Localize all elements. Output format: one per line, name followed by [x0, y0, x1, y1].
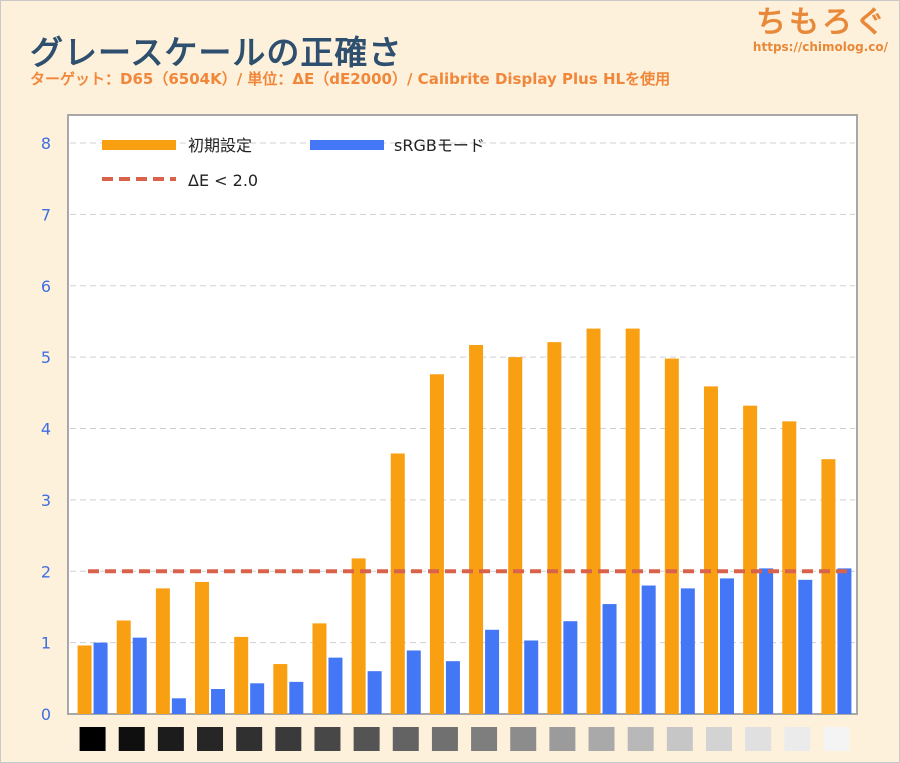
bar-default — [116, 620, 131, 714]
bar-srgb — [563, 621, 578, 714]
grayscale-swatch — [823, 727, 850, 751]
legend-srgb-swatch — [310, 140, 384, 150]
bar-srgb — [406, 650, 421, 714]
grayscale-swatch — [236, 727, 263, 751]
grayscale-swatch — [275, 727, 302, 751]
grayscale-swatch — [431, 727, 458, 751]
bar-default — [821, 459, 836, 714]
bar-srgb — [445, 661, 460, 714]
grayscale-swatch — [157, 727, 184, 751]
bar-srgb — [328, 657, 343, 714]
bar-default — [703, 386, 718, 714]
grayscale-swatch — [705, 727, 732, 751]
y-tick-label: 8 — [41, 134, 51, 153]
bar-srgb — [211, 689, 226, 714]
grayscale-swatch — [118, 727, 145, 751]
y-tick-label: 5 — [41, 348, 51, 367]
bar-default — [390, 453, 405, 714]
grayscale-swatch — [471, 727, 498, 751]
bar-default — [351, 558, 366, 714]
grayscale-swatch — [79, 727, 106, 751]
bar-default — [429, 374, 444, 714]
bar-default — [743, 405, 758, 714]
brand-url: https://chimolog.co/ — [752, 40, 888, 54]
chart-title: グレースケールの正確さ — [30, 33, 403, 72]
bar-default — [234, 636, 249, 714]
brand-logo: ちもろぐ https://chimolog.co/ — [753, 4, 888, 54]
bar-default — [664, 358, 679, 714]
bar-srgb — [485, 629, 500, 714]
y-tick-label: 6 — [41, 277, 51, 296]
bar-default — [195, 581, 210, 714]
bar-default — [469, 344, 484, 714]
bar-srgb — [132, 637, 147, 714]
grayscale-swatch — [627, 727, 654, 751]
brand-name: ちもろぐ — [756, 5, 888, 40]
grayscale-swatch — [745, 727, 772, 751]
grayscale-swatch — [784, 727, 811, 751]
grayscale-swatch — [197, 727, 224, 751]
bar-default — [312, 623, 327, 714]
bar-default — [273, 664, 288, 714]
bar-srgb — [93, 642, 108, 714]
bar-srgb — [837, 568, 852, 714]
grayscale-swatch — [666, 727, 693, 751]
bar-default — [508, 357, 523, 714]
bar-default — [155, 588, 170, 714]
y-tick-label: 4 — [41, 420, 51, 439]
grayscale-swatch — [353, 727, 380, 751]
bar-srgb — [289, 681, 304, 714]
y-tick-label: 3 — [41, 491, 51, 510]
y-tick-label: 1 — [41, 634, 51, 653]
grayscale-swatch — [510, 727, 537, 751]
legend-srgb-label: sRGBモード — [394, 136, 485, 155]
bar-srgb — [250, 683, 265, 714]
bar-srgb — [680, 588, 695, 714]
y-tick-label: 7 — [41, 205, 51, 224]
bar-srgb — [171, 698, 186, 714]
bar-srgb — [759, 568, 774, 714]
legend-threshold-label: ΔE < 2.0 — [188, 171, 258, 190]
grayscale-swatch — [314, 727, 341, 751]
bar-srgb — [602, 604, 617, 714]
y-tick-label: 0 — [41, 705, 51, 724]
bar-srgb — [524, 640, 539, 714]
grayscale-swatch — [392, 727, 419, 751]
legend-default-swatch — [102, 140, 176, 150]
bar-default — [547, 342, 562, 714]
bar-srgb — [798, 579, 813, 714]
grayscale-swatch — [588, 727, 615, 751]
bar-default — [782, 421, 797, 714]
plot-area — [67, 114, 858, 715]
bar-srgb — [719, 578, 734, 714]
legend-default-label: 初期設定 — [188, 136, 252, 155]
bar-srgb — [641, 585, 656, 714]
bar-default — [586, 328, 601, 714]
grayscale-swatch — [549, 727, 576, 751]
y-tick-label: 2 — [41, 562, 51, 581]
bar-srgb — [367, 671, 382, 714]
bar-default — [77, 645, 92, 714]
chart-subtitle: ターゲット：D65（6504K）/ 単位：ΔE（dE2000）/ Calibri… — [30, 70, 671, 88]
bar-default — [625, 328, 640, 714]
